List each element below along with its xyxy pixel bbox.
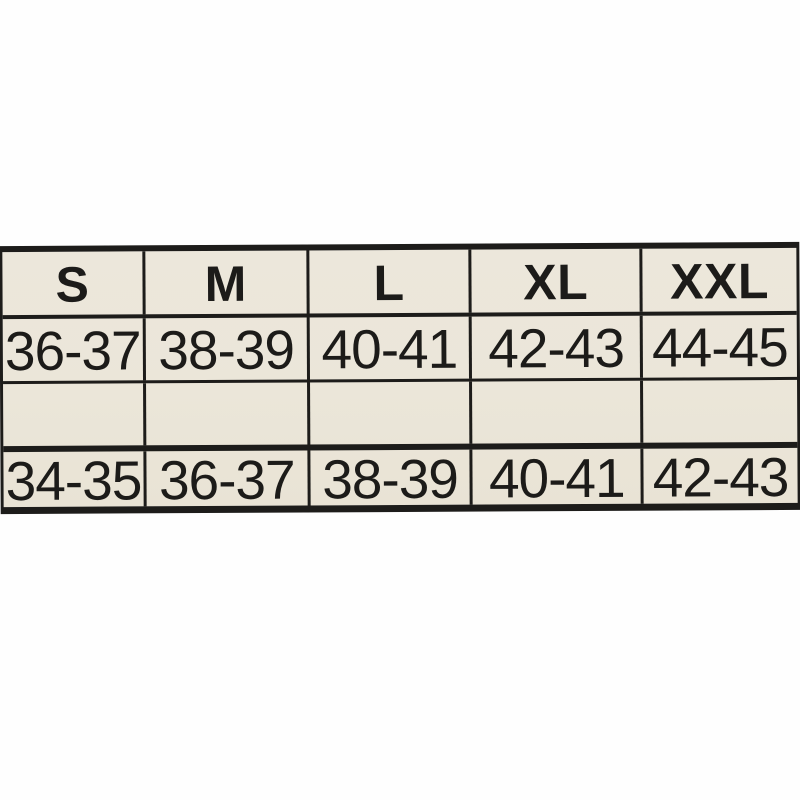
table-cell (3, 383, 147, 447)
table-cell: 42-43 (652, 447, 789, 504)
header-cell-xxl: XXL (670, 252, 770, 310)
table-cell: 34-35 (3, 451, 147, 508)
table-cell: 36-37 (146, 450, 311, 507)
header-cell-m: M (145, 250, 310, 315)
header-cell-l: L (308, 249, 473, 314)
header-cell-xl: XL (471, 248, 643, 313)
table-cell (472, 380, 644, 444)
header-cell-s: S (2, 251, 146, 316)
size-chart-header-row: S M L XL XXL (2, 247, 797, 320)
table-cell: 36-37 (2, 318, 146, 382)
table-cell: 44-45 (651, 315, 788, 378)
table-row: 34-35 36-37 38-39 40-41 42-43 (3, 447, 797, 508)
table-row: 36-37 38-39 40-41 42-43 44-45 (2, 314, 798, 385)
table-cell (643, 380, 797, 443)
table-cell (309, 381, 473, 445)
table-cell (145, 382, 311, 446)
table-cell: 38-39 (145, 317, 310, 381)
table-cell: 40-41 (472, 448, 644, 505)
table-cell: 42-43 (472, 315, 644, 379)
table-cell: 38-39 (310, 449, 474, 506)
table-row-empty (3, 379, 798, 453)
table-cell: 40-41 (309, 316, 473, 380)
size-chart-table: S M L XL XXL 36-37 38-39 40-41 42-43 44-… (0, 241, 800, 515)
